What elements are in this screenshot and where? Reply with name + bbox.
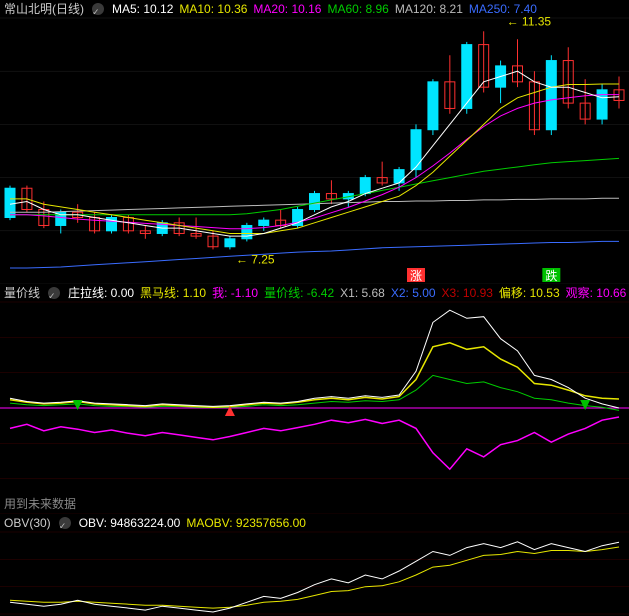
- candle[interactable]: [394, 170, 404, 183]
- signal-marker: 涨: [407, 268, 425, 283]
- svg-text:跌: 跌: [545, 268, 557, 283]
- candle[interactable]: [259, 220, 269, 225]
- candle[interactable]: [546, 61, 556, 130]
- price-tag: ← 7.25: [236, 252, 275, 266]
- signal-marker: 跌: [542, 268, 560, 283]
- candle[interactable]: [428, 82, 438, 130]
- stock-chart-root: ← 11.35← 7.25涨跌常山北明(日线)✓MA5: 10.12MA10: …: [0, 0, 629, 616]
- obv-panel[interactable]: OBV(30)✓OBV: 94863224.00MAOBV: 92357656.…: [0, 514, 629, 616]
- footer-note: 用到未来数据: [4, 495, 76, 512]
- svg-text:涨: 涨: [410, 268, 422, 283]
- candle[interactable]: [360, 178, 370, 194]
- candle[interactable]: [242, 225, 252, 238]
- candle[interactable]: [411, 130, 421, 170]
- price-tag: ← 11.35: [507, 14, 552, 28]
- candle[interactable]: [5, 188, 15, 217]
- indicator-panel[interactable]: 量价线✓庄拉线: 0.00黑马线: 1.10我: -1.10量价线: -6.42…: [0, 284, 629, 514]
- candle[interactable]: [310, 194, 320, 210]
- candle[interactable]: [225, 239, 235, 247]
- price-panel[interactable]: ← 11.35← 7.25涨跌常山北明(日线)✓MA5: 10.12MA10: …: [0, 0, 629, 284]
